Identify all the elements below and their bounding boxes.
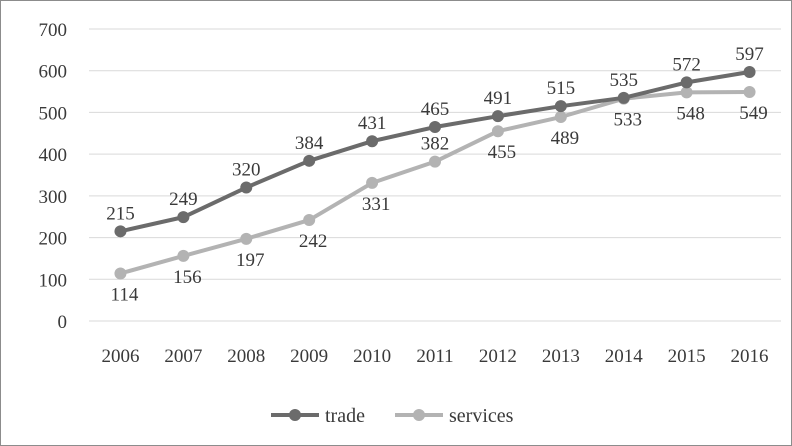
y-tick-label: 200 xyxy=(39,229,68,250)
services-point xyxy=(429,155,441,168)
trade-data-label: 515 xyxy=(547,78,576,99)
data-labels: 114 156 197 242 331 382 455 489 533 548 549 215 249 3… xyxy=(106,44,768,305)
services-legend-marker xyxy=(413,409,425,421)
trade-legend-label: trade xyxy=(325,405,365,427)
grid xyxy=(89,28,781,322)
services-data-label: 242 xyxy=(299,231,328,252)
trade-point xyxy=(680,76,693,89)
services-point xyxy=(177,249,190,262)
trade-data-label: 431 xyxy=(358,113,387,134)
trade-data-label: 535 xyxy=(609,70,638,91)
services-point xyxy=(680,86,693,99)
services-point xyxy=(491,125,504,138)
trade-data-label: 320 xyxy=(232,160,261,181)
services-data-label: 197 xyxy=(236,250,265,271)
trade-point xyxy=(617,91,630,104)
trade-data-label: 249 xyxy=(169,189,198,210)
trade-point xyxy=(240,181,253,194)
services-point xyxy=(743,85,756,98)
y-tick-label: 0 xyxy=(58,312,68,333)
x-tick-label: 2006 xyxy=(101,346,139,367)
services-data-label: 331 xyxy=(362,194,391,215)
trade-point xyxy=(303,154,316,167)
y-axis-ticks: 0 100 200 300 400 500 600 700 xyxy=(39,20,68,333)
trade-point xyxy=(177,211,190,224)
trade-point xyxy=(743,65,756,78)
x-axis-ticks: 2006 2007 2008 2009 2010 2011 2012 2013 2014 2015… xyxy=(101,346,768,367)
x-tick-label: 2011 xyxy=(416,346,453,367)
services-legend-label: services xyxy=(449,405,514,427)
y-tick-label: 400 xyxy=(39,145,68,166)
y-tick-label: 600 xyxy=(39,62,68,83)
trade-data-label: 215 xyxy=(106,203,135,224)
trade-legend-marker xyxy=(289,409,301,421)
trade-point xyxy=(554,100,567,113)
services-data-label: 548 xyxy=(676,103,705,124)
services-data-label: 489 xyxy=(551,128,580,149)
y-tick-label: 300 xyxy=(39,187,68,208)
x-tick-label: 2008 xyxy=(227,346,265,367)
x-tick-label: 2016 xyxy=(731,346,769,367)
services-point xyxy=(366,176,379,189)
y-tick-label: 500 xyxy=(39,103,68,124)
legend: trade services xyxy=(271,405,514,427)
y-tick-label: 700 xyxy=(39,20,68,41)
trade-point xyxy=(114,225,127,238)
services-data-label: 382 xyxy=(421,134,450,155)
x-tick-label: 2010 xyxy=(353,346,391,367)
services-data-label: 533 xyxy=(613,110,642,131)
x-tick-label: 2015 xyxy=(668,346,706,367)
trade-data-label: 491 xyxy=(484,88,513,109)
trade-data-label: 384 xyxy=(295,133,324,154)
services-point xyxy=(303,214,316,227)
services-point xyxy=(114,267,127,280)
trade-data-label: 465 xyxy=(421,99,450,120)
services-point xyxy=(240,232,253,245)
series-lines xyxy=(114,65,756,280)
services-data-label: 455 xyxy=(488,142,517,163)
trade-data-label: 597 xyxy=(735,44,764,65)
x-tick-label: 2013 xyxy=(542,346,580,367)
services-point xyxy=(554,111,567,124)
services-data-label: 114 xyxy=(111,284,139,305)
trade-point xyxy=(366,135,379,148)
y-tick-label: 100 xyxy=(39,270,68,291)
x-tick-label: 2009 xyxy=(290,346,328,367)
x-tick-label: 2012 xyxy=(479,346,517,367)
trade-point xyxy=(429,121,441,134)
services-data-label: 549 xyxy=(739,103,768,124)
trade-data-label: 572 xyxy=(672,54,701,75)
services-data-label: 156 xyxy=(173,267,202,288)
trade-point xyxy=(491,110,504,123)
x-tick-label: 2007 xyxy=(164,346,202,367)
x-tick-label: 2014 xyxy=(605,346,644,367)
